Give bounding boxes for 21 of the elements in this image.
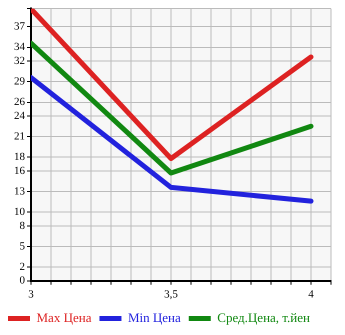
y-tick-label: 26 [14, 96, 26, 108]
y-tick-label: 21 [14, 130, 25, 142]
legend-label: Min Цена [128, 310, 181, 325]
y-tick-label: 13 [14, 185, 26, 198]
y-tick-label: 18 [14, 151, 26, 164]
y-tick-label: 24 [14, 110, 26, 122]
y-tick-label: 0 [20, 274, 26, 287]
y-tick-label: 2 [20, 260, 25, 273]
y-tick-label: 16 [14, 164, 26, 177]
y-tick-label: 37 [14, 20, 26, 33]
y-tick-label: 8 [20, 220, 26, 232]
y-tick-label: 29 [14, 76, 26, 88]
x-tick-label: 3 [28, 288, 34, 300]
y-tick-label: 34 [14, 41, 26, 54]
x-tick-label: 3,5 [164, 288, 178, 300]
x-tick-label: 4 [308, 288, 314, 300]
y-tick-label: 5 [20, 240, 26, 252]
legend-label: Max Цена [36, 310, 92, 325]
legend-label: Сред.Цена, т.йен [217, 310, 310, 325]
y-tick-label: 10 [14, 206, 26, 218]
y-tick-label: 32 [14, 54, 25, 67]
